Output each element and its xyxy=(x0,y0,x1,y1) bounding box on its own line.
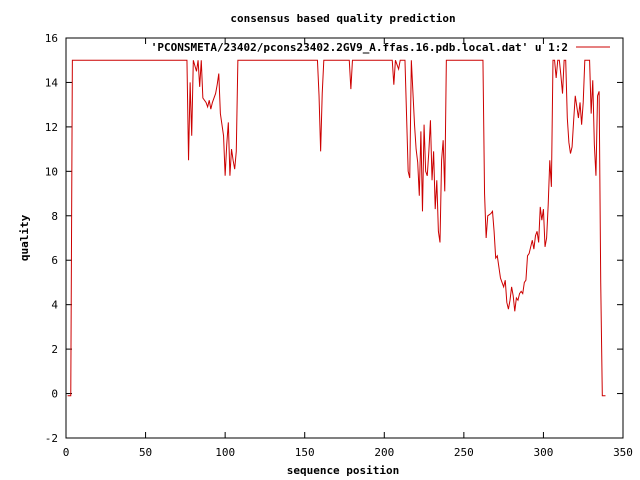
chart-title: consensus based quality prediction xyxy=(230,12,455,25)
x-tick-label: 250 xyxy=(454,446,474,459)
x-tick-label: 300 xyxy=(533,446,553,459)
y-tick-label: 2 xyxy=(51,343,58,356)
x-tick-label: 0 xyxy=(63,446,70,459)
y-tick-label: -2 xyxy=(45,432,58,445)
y-tick-label: 16 xyxy=(45,32,58,45)
x-tick-label: 150 xyxy=(295,446,315,459)
series-group xyxy=(67,59,606,397)
series-line xyxy=(67,59,606,397)
legend: 'PCONSMETA/23402/pcons23402.2GV9_A.ffas.… xyxy=(151,41,610,54)
y-tick-label: 0 xyxy=(51,388,58,401)
y-axis-label: quality xyxy=(18,214,31,261)
y-tick-label: 14 xyxy=(45,76,59,89)
x-tick-label: 200 xyxy=(374,446,394,459)
x-axis: 0 50 100 150 200 250 300 350 xyxy=(63,38,633,459)
y-tick-label: 6 xyxy=(51,254,58,267)
y-tick-label: 12 xyxy=(45,121,58,134)
y-tick-label: 4 xyxy=(51,299,58,312)
x-axis-label: sequence position xyxy=(287,464,400,477)
x-tick-label: 50 xyxy=(139,446,152,459)
x-tick-label: 100 xyxy=(215,446,235,459)
y-axis: -2 0 2 4 6 8 10 12 14 16 xyxy=(45,32,623,445)
y-tick-label: 10 xyxy=(45,165,58,178)
plot-frame xyxy=(65,37,624,439)
legend-label: 'PCONSMETA/23402/pcons23402.2GV9_A.ffas.… xyxy=(151,41,568,54)
x-tick-label: 350 xyxy=(613,446,633,459)
y-tick-label: 8 xyxy=(51,210,58,223)
